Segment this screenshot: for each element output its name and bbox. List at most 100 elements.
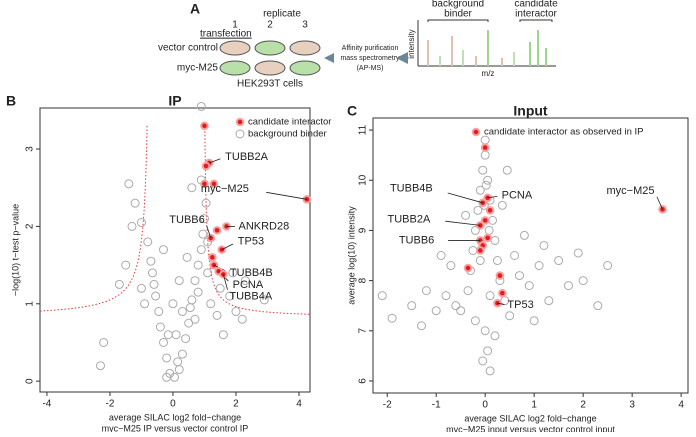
point: [387, 313, 397, 323]
row-label: myc-M25: [177, 63, 219, 74]
point: [495, 271, 505, 280]
point: [481, 180, 491, 190]
replicate-label: replicate: [263, 9, 301, 20]
point: [184, 318, 194, 328]
x-tick-label: 2: [580, 400, 586, 411]
point: [593, 301, 603, 311]
point: [151, 291, 161, 301]
spectrum: [417, 19, 556, 67]
y-axis-label: average log(10) intensity: [346, 206, 356, 305]
x-axis-label: average SILAC log2 fold−change: [464, 413, 596, 423]
method-label: (AP-MS): [357, 65, 384, 72]
point-label: myc−M25: [201, 183, 249, 195]
x-tick-label: 4: [296, 399, 302, 410]
spectrum-y-label: intensity: [407, 29, 416, 58]
point: [490, 331, 500, 341]
point: [407, 301, 417, 311]
point: [603, 261, 613, 271]
point: [463, 286, 473, 296]
point: [163, 330, 173, 340]
point: [182, 252, 192, 262]
point: [185, 303, 195, 313]
point: [578, 276, 588, 286]
x-tick-label: 4: [678, 400, 684, 411]
point: [121, 260, 131, 270]
point: [468, 245, 478, 255]
point-label: PCNA: [233, 279, 264, 291]
point: [485, 366, 495, 376]
dishes: [219, 40, 321, 76]
point: [127, 221, 137, 231]
plot-frame: [372, 117, 689, 394]
point: [544, 296, 554, 306]
point: [446, 261, 456, 271]
point: [484, 225, 494, 235]
cells-label: HEK293T cells: [237, 79, 303, 90]
chart-title: Input: [513, 103, 548, 119]
x-tick-label: -2: [383, 400, 392, 411]
point: [140, 299, 150, 309]
point: [114, 279, 124, 289]
point: [215, 283, 225, 293]
point: [231, 307, 241, 317]
point: [436, 251, 446, 260]
point-label: TUBB2A: [225, 151, 268, 163]
point-label: TUBB4B: [390, 183, 433, 195]
panel-label: C: [347, 103, 357, 119]
transfection-label: transfection: [200, 29, 252, 40]
point: [149, 279, 159, 289]
label-leader: [445, 220, 481, 226]
label-leader: [487, 195, 498, 199]
point: [162, 353, 172, 363]
point: [162, 372, 172, 382]
point: [201, 161, 211, 171]
spectrum-annotation: binder: [444, 9, 472, 20]
replicate-number: 2: [267, 20, 273, 31]
y-axis-label: −log(10) t−test p−value: [10, 204, 20, 296]
point: [203, 268, 213, 278]
y-tick-label: 3: [25, 146, 36, 152]
label-leader: [266, 191, 307, 200]
point: [554, 256, 564, 266]
point: [478, 356, 488, 366]
point: [187, 183, 197, 193]
point: [240, 276, 250, 286]
point: [483, 346, 493, 356]
method-label: Affinity purification: [342, 45, 399, 52]
label-leader: [447, 192, 483, 204]
y-tick-label: 8: [358, 277, 369, 283]
point: [259, 295, 269, 305]
point: [225, 291, 235, 301]
point: [168, 299, 178, 309]
plot-frame: [39, 107, 311, 393]
x-axis-label: myc−M25 IP versus vector control IP: [102, 423, 249, 432]
method-label: mass spectrometry: [340, 55, 400, 62]
point: [193, 260, 203, 270]
point: [497, 200, 507, 210]
point: [237, 314, 247, 324]
point: [473, 205, 483, 215]
label-leader: [221, 243, 234, 250]
arrow: [324, 53, 334, 63]
point: [212, 310, 222, 320]
point: [99, 337, 109, 347]
point: [480, 326, 490, 336]
point: [470, 225, 480, 235]
label-leader: [209, 158, 221, 164]
point: [146, 256, 156, 266]
point: [171, 330, 181, 340]
point: [174, 365, 184, 375]
point: [130, 198, 140, 208]
point: [475, 246, 485, 255]
point: [377, 291, 387, 301]
point: [136, 218, 146, 228]
point: [485, 291, 495, 301]
point: [519, 230, 529, 240]
point: [190, 314, 200, 324]
point: [208, 253, 217, 262]
x-tick-label: 1: [531, 400, 537, 411]
point: [187, 295, 197, 305]
point: [475, 256, 485, 266]
point: [181, 334, 191, 344]
